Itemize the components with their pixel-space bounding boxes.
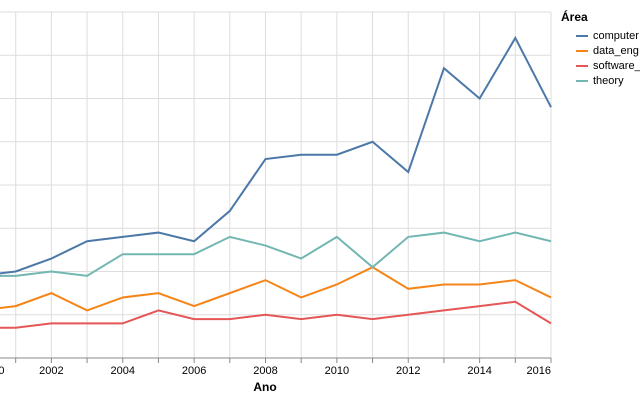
series-line bbox=[0, 300, 552, 329]
x-tick-label: 2000 bbox=[0, 365, 4, 377]
series-line bbox=[0, 231, 552, 277]
x-tick-label: 2006 bbox=[182, 365, 206, 377]
legend-label: software_ bbox=[593, 60, 640, 72]
x-tick-label: 2014 bbox=[467, 365, 491, 377]
x-tick-label: 2010 bbox=[325, 365, 349, 377]
x-tick-label: 2016 bbox=[527, 365, 551, 377]
legend-label: computer bbox=[593, 30, 639, 42]
x-tick-label: 2004 bbox=[111, 365, 135, 377]
x-tick-label: 2002 bbox=[39, 365, 63, 377]
x-axis-title: Ano bbox=[253, 380, 276, 394]
legend-label: data_eng bbox=[593, 45, 639, 57]
legend-label: theory bbox=[593, 75, 624, 87]
legend-title: Área bbox=[561, 9, 588, 24]
series-line bbox=[0, 266, 552, 312]
x-tick-label: 2008 bbox=[253, 365, 277, 377]
x-tick-label: 2012 bbox=[396, 365, 420, 377]
series-line bbox=[0, 35, 552, 275]
